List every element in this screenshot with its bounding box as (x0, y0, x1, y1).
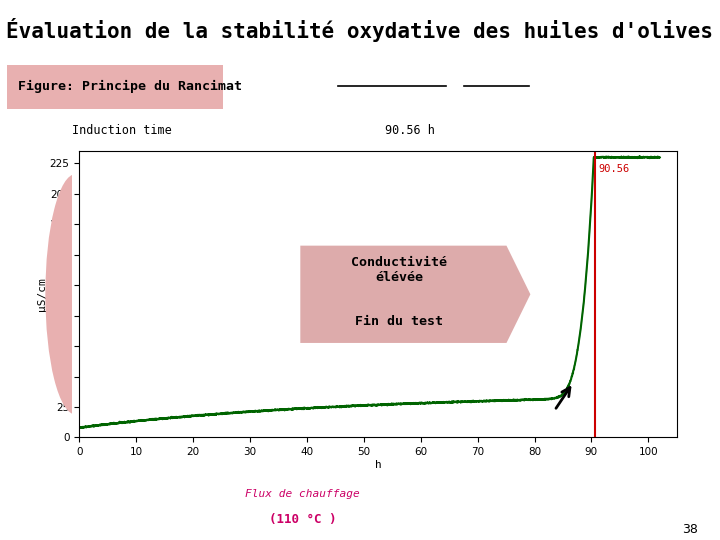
Text: 38: 38 (683, 523, 698, 536)
Text: Évaluation de la stabilité oxydative des huiles d'olives: Évaluation de la stabilité oxydative des… (6, 18, 714, 42)
Text: 90.56 h: 90.56 h (385, 124, 436, 137)
Text: Figure: Principe du Rancimat: Figure: Principe du Rancimat (18, 80, 242, 93)
Polygon shape (300, 246, 531, 343)
Wedge shape (45, 174, 76, 415)
Text: Conductivité
élévée: Conductivité élévée (351, 256, 447, 284)
Text: (110 °C ): (110 °C ) (269, 513, 336, 526)
X-axis label: h: h (374, 460, 382, 470)
Text: Induction time: Induction time (72, 124, 172, 137)
Text: 90.56: 90.56 (598, 164, 629, 174)
FancyBboxPatch shape (7, 65, 223, 109)
Text: Fin du test: Fin du test (355, 315, 443, 328)
Y-axis label: µS/cm: µS/cm (37, 278, 47, 311)
Text: Flux de chauffage: Flux de chauffage (245, 489, 360, 499)
